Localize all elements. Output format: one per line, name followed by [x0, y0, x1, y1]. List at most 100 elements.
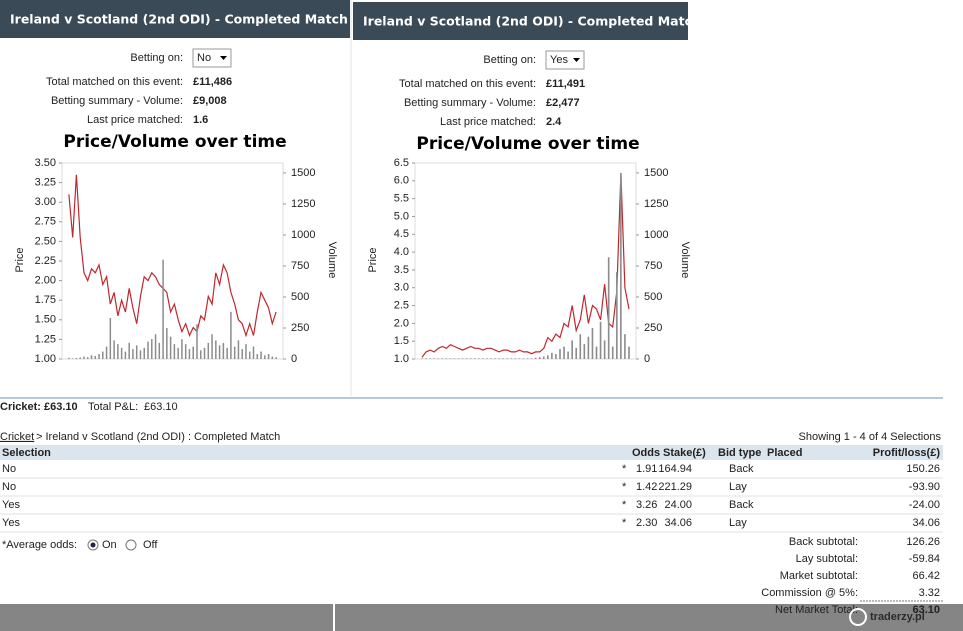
volume-bar [271, 356, 274, 359]
field-label: Total matched on this event: [399, 78, 536, 90]
volume-bar [478, 358, 480, 359]
y2-axis-label: Volume [326, 242, 338, 279]
watermark-icon [849, 608, 867, 626]
volume-bar [132, 349, 134, 359]
volume-bar [75, 358, 78, 359]
showing: Showing 1 - 4 of 4 Selections [799, 431, 942, 443]
y-tick-label: 6.5 [394, 157, 409, 169]
volume-bar [542, 356, 545, 359]
volume-bar [547, 355, 549, 359]
volume-bar [534, 357, 537, 359]
volume-bar [583, 344, 586, 359]
volume-bar [526, 358, 529, 359]
volume-bar [449, 358, 452, 359]
dropdown[interactable] [545, 50, 585, 70]
y-tick-label: 3.50 [35, 157, 56, 169]
y-tick-label: 2.75 [35, 216, 56, 228]
volume-bar [218, 345, 221, 359]
volume-bar [567, 351, 569, 359]
subtotal-label: Commission @ 5%: [761, 587, 858, 599]
odds: 1.42 [636, 481, 657, 493]
volume-bar [498, 358, 500, 359]
volume-bar [105, 346, 108, 359]
volume-bar [135, 345, 138, 359]
odds-mark: * [622, 481, 627, 493]
dropdown-value: No [197, 52, 211, 64]
volume-bar [425, 358, 427, 359]
stake: 34.06 [664, 517, 692, 529]
subtotal-value: 3.32 [919, 587, 940, 599]
volume-bar [506, 358, 509, 359]
volume-bar [530, 358, 533, 359]
volume-bar [599, 321, 602, 359]
y-tick-label: 5.5 [394, 193, 409, 205]
stake: 24.00 [664, 499, 692, 511]
breadcrumb-link[interactable]: Cricket [0, 431, 34, 443]
volume-bar [275, 357, 277, 359]
y2-tick-label: 750 [644, 260, 662, 272]
volume-bar [490, 358, 492, 359]
volume-bar [173, 344, 176, 359]
odds-mark: * [622, 463, 627, 475]
volume-bar [154, 334, 157, 359]
y-tick-label: 5.0 [394, 210, 409, 222]
volume-bar [241, 349, 243, 359]
volume-bar [510, 358, 513, 359]
field-label: Total matched on this event: [46, 76, 183, 88]
dropdown-arrow [220, 56, 227, 60]
y-tick-label: 1.0 [394, 353, 409, 365]
radio[interactable] [125, 539, 137, 551]
dropdown[interactable] [192, 48, 232, 68]
volume-bar [158, 342, 161, 359]
subtotal-label: Market subtotal: [780, 570, 858, 582]
column-header: Stake(£) [663, 447, 706, 459]
field-value: 1.6 [193, 114, 208, 126]
volume-bar [615, 272, 618, 359]
footer-band [335, 604, 963, 631]
subtotal-label: Back subtotal: [789, 536, 858, 548]
price-line [68, 174, 277, 338]
field-label: Betting summary - Volume: [404, 97, 536, 109]
volume-bar [571, 340, 573, 359]
field-value: £11,491 [546, 78, 585, 90]
y-tick-label: 1.50 [35, 314, 56, 326]
column-header: Bid type [718, 447, 761, 459]
column-header: Selection [2, 447, 51, 459]
radio-dot [90, 542, 96, 548]
y-tick-label: 3.25 [35, 177, 56, 189]
bid-type: Back [729, 499, 754, 511]
y-tick-label: 1.75 [35, 294, 56, 306]
volume-bar [230, 311, 232, 359]
volume-bar [433, 358, 436, 359]
plot-area [61, 162, 284, 360]
y2-tick-label: 250 [291, 322, 309, 334]
bid-type: Back [729, 463, 754, 475]
volume-bar [579, 334, 582, 359]
stake: 164.94 [658, 463, 692, 475]
bid-type: Lay [729, 481, 747, 493]
y2-tick-label: 1250 [291, 198, 315, 210]
volume-bar [94, 355, 97, 359]
odds: 2.30 [636, 517, 657, 529]
volume-bar [248, 351, 251, 359]
field-label: Betting on: [130, 52, 183, 64]
y-tick-label: 3.0 [394, 282, 409, 294]
volume-bar [555, 354, 557, 359]
volume-bar [200, 350, 202, 359]
volume-bar [514, 358, 517, 359]
y2-tick-label: 1000 [644, 229, 668, 241]
volume-bar [196, 324, 198, 359]
selection: Yes [2, 517, 20, 529]
volume-bar [607, 257, 610, 359]
volume-bar [203, 347, 206, 359]
average-odds-label: *Average odds: [2, 539, 77, 551]
volume-bar [628, 346, 630, 359]
y-tick-label: 6.0 [394, 175, 409, 187]
volume-bar [143, 347, 145, 359]
selection: No [2, 463, 16, 475]
subtotal-value: 66.42 [912, 570, 940, 582]
volume-bar [429, 358, 431, 359]
y2-tick-label: 1500 [644, 167, 668, 179]
volume-bar [113, 340, 115, 359]
y2-tick-label: 250 [644, 322, 662, 334]
